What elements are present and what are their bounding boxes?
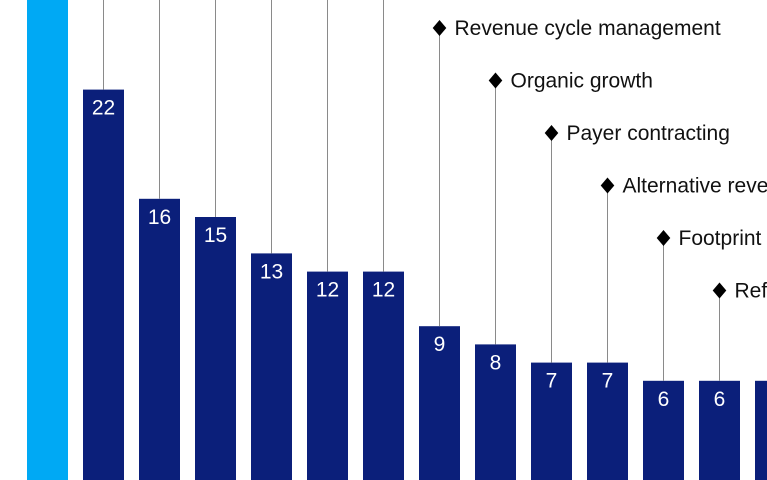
bar-5 [307, 271, 348, 480]
bar-11 [643, 380, 684, 480]
bar-8 [475, 344, 516, 480]
category-label-11: Footprint [679, 227, 762, 250]
bar-value-label-4: 13 [260, 260, 283, 283]
bar-value-label-9: 7 [546, 370, 558, 393]
bar-13 [755, 380, 767, 480]
bar-value-label-10: 7 [602, 370, 614, 393]
category-label-12: Ref [735, 280, 767, 303]
diamond-marker-8 [488, 72, 503, 89]
bar-value-label-12: 6 [714, 388, 726, 411]
diamond-marker-11 [656, 230, 671, 246]
category-label-8: Organic growth [511, 70, 653, 93]
bar-1 [83, 89, 124, 480]
bar-value-label-8: 8 [490, 351, 502, 374]
bar-value-label-11: 6 [658, 388, 670, 411]
category-label-10: Alternative reve [623, 175, 767, 198]
bar-value-label-1: 22 [92, 97, 115, 120]
diamond-marker-12 [712, 282, 727, 299]
bar-12 [699, 380, 740, 480]
bar-value-label-7: 9 [434, 333, 446, 356]
diamond-marker-10 [600, 177, 615, 194]
bar-9 [531, 362, 572, 480]
bar-0 [27, 0, 68, 480]
bar-value-label-2: 16 [148, 206, 171, 229]
bar-3 [195, 217, 236, 480]
category-label-9: Payer contracting [567, 122, 730, 145]
diamond-marker-7 [432, 20, 447, 36]
bar-10 [587, 362, 628, 480]
bar-value-label-6: 12 [372, 279, 395, 302]
bar-value-label-5: 12 [316, 279, 339, 302]
diamond-marker-9 [544, 125, 559, 141]
bar-6 [363, 271, 404, 480]
bar-7 [419, 326, 460, 480]
bar-2 [139, 198, 180, 480]
bar-4 [251, 253, 292, 480]
bar-value-label-3: 15 [204, 224, 227, 247]
category-label-7: Revenue cycle management [455, 17, 721, 40]
